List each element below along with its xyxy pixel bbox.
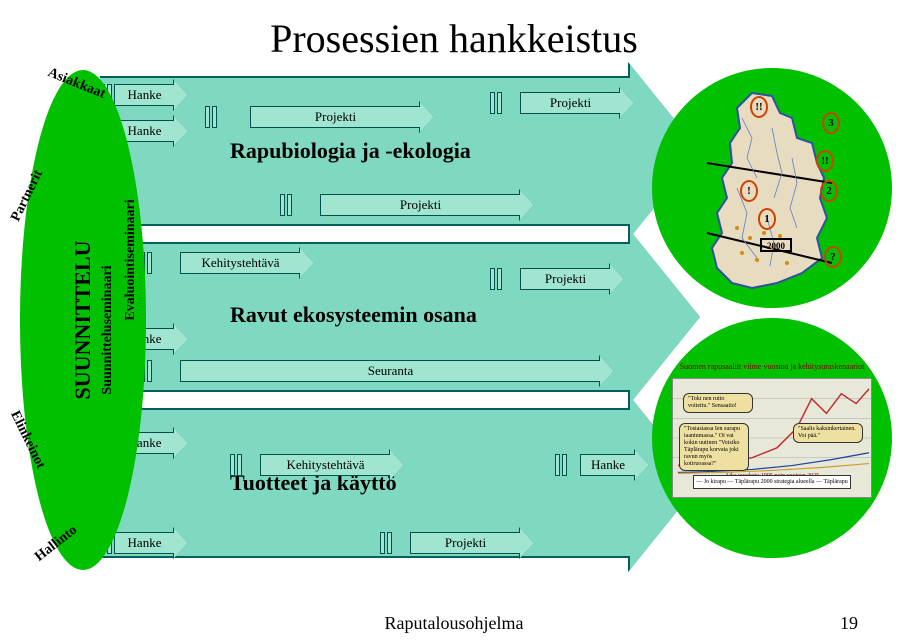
sub-arrow: Projekti	[250, 106, 434, 128]
finland-map: !! 3!! 2!1? 2000	[702, 88, 842, 298]
map-marker: 2000	[760, 238, 792, 252]
planning-sub-1: Suunnitteluseminaari	[100, 265, 116, 394]
sub-arrow: Hanke	[580, 454, 649, 476]
footer-page: 19	[840, 613, 858, 634]
sub-arrow: Projekti	[520, 92, 634, 114]
process-diagram: Rapubiologia ja -ekologia Ravut ekosyste…	[0, 62, 908, 582]
planning-sub-2: Evaluointiseminaari	[123, 199, 139, 320]
process-title-1: Rapubiologia ja -ekologia	[230, 138, 471, 164]
map-marker: !!	[816, 150, 834, 172]
sub-arrow	[555, 454, 569, 476]
planning-label-hallinto: Hallinto	[32, 523, 80, 566]
sub-arrow: Kehitystehtävä	[260, 454, 404, 476]
map-marker: 2	[820, 180, 838, 202]
planning-label-elinkeinot: Elinkeinot	[6, 409, 48, 472]
map-marker: ?	[824, 246, 842, 268]
result-circle-chart: Suomen rapusaaliit viime vuosina ja kehi…	[652, 318, 892, 558]
sub-arrow: Projekti	[520, 268, 624, 290]
process-title-2: Ravut ekosysteemin osana	[230, 302, 477, 328]
planning-ellipse: SUUNNITTELU Suunnitteluseminaari Evaluoi…	[20, 70, 146, 570]
sub-arrow	[380, 532, 394, 554]
planning-main-label: SUUNNITTELU	[70, 241, 96, 400]
footer-text: Raputalousohjelma	[385, 613, 524, 634]
chart-callout: "Tosiasiassa Ien surapu taantumassa." Oi…	[679, 423, 749, 471]
sub-arrow: Seuranta	[180, 360, 614, 382]
sub-arrow	[490, 268, 504, 290]
map-marker: !	[740, 180, 758, 202]
planning-label-asiakkaat: Asiakkaat	[45, 65, 107, 103]
chart-legend: — Jo kirapu — Täplärapu 2000 strategia a…	[693, 475, 851, 489]
chart-title: Suomen rapusaaliit viime vuosina ja kehi…	[652, 362, 892, 371]
result-circle-map: !! 3!! 2!1? 2000	[652, 68, 892, 308]
sub-arrow	[280, 194, 294, 216]
chart-callout: "Saalis kaksinkertainen. Voi pää."	[793, 423, 863, 443]
map-marker: 1	[758, 208, 776, 230]
sub-arrow	[230, 454, 244, 476]
sub-arrow: Projekti	[320, 194, 534, 216]
sub-arrow	[490, 92, 504, 114]
map-marker: 3	[822, 112, 840, 134]
sub-arrow: Projekti	[410, 532, 534, 554]
chart-callout: "Toki nen rutto voitettu." Sensaatio!	[683, 393, 753, 413]
planning-label-partnerit: Partnerit	[8, 168, 47, 225]
sub-arrow: Kehitystehtävä	[180, 252, 314, 274]
map-marker: !!	[750, 96, 768, 118]
chart-box: "Toki nen rutto voitettu." Sensaatio! "To…	[672, 378, 872, 498]
process-arrow-3: Tuotteet ja käyttö	[100, 408, 700, 558]
sub-arrow	[205, 106, 219, 128]
page-title: Prosessien hankkeistus	[0, 0, 908, 62]
